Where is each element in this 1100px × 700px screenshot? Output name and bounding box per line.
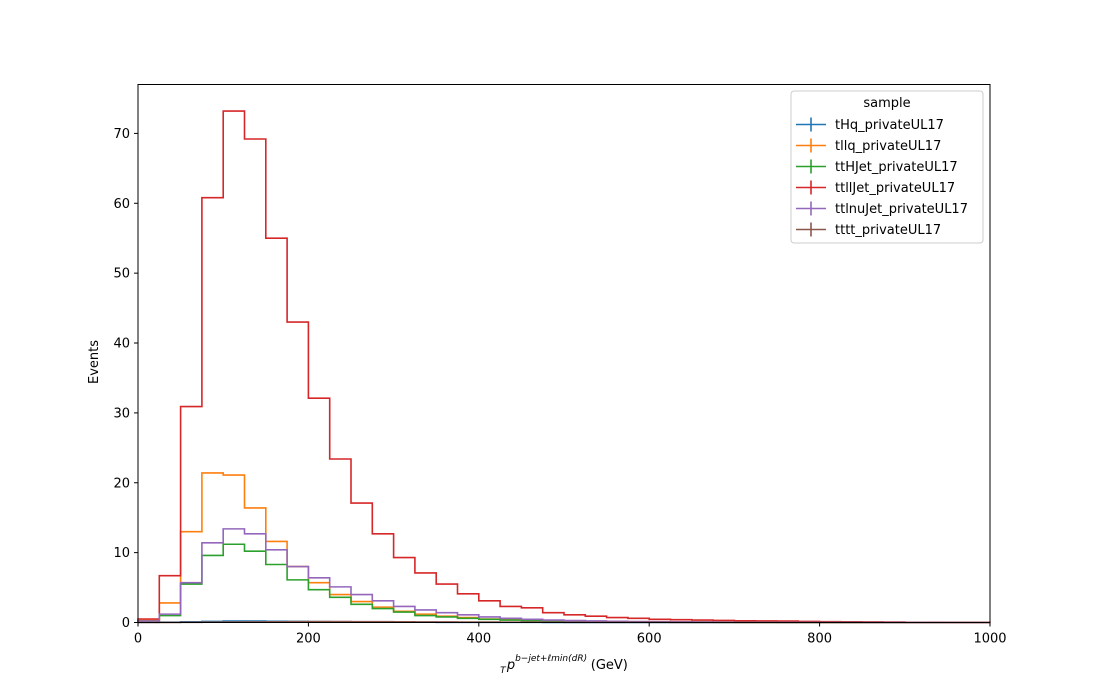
legend-label: tttt_privateUL17 bbox=[835, 223, 941, 238]
legend-label: ttHJet_privateUL17 bbox=[835, 160, 958, 175]
x-axis-label-sup: b−jet+ℓmin(dR) bbox=[515, 654, 587, 664]
y-axis-label: Events bbox=[87, 340, 102, 384]
y-tick-label: 70 bbox=[113, 127, 130, 142]
legend-label: tllq_privateUL17 bbox=[835, 139, 941, 154]
legend-label: ttlnuJet_privateUL17 bbox=[835, 202, 968, 217]
y-tick-label: 50 bbox=[113, 267, 130, 282]
x-tick-label: 0 bbox=[134, 632, 142, 647]
y-tick-label: 60 bbox=[113, 197, 130, 212]
x-axis-label-unit: (GeV) bbox=[587, 658, 628, 673]
legend-label: ttllJet_privateUL17 bbox=[835, 181, 955, 196]
legend-title: sample bbox=[863, 96, 910, 111]
y-tick-label: 10 bbox=[113, 546, 130, 561]
legend-box bbox=[790, 90, 984, 244]
x-tick-label: 600 bbox=[637, 632, 662, 647]
x-axis-label-sub: T bbox=[500, 666, 507, 676]
y-tick-label: 30 bbox=[113, 406, 130, 421]
legend: sample tHq_privateUL17 tllq_privateUL17tt… bbox=[790, 90, 984, 244]
x-tick-label: 400 bbox=[466, 632, 491, 647]
x-axis-label: pb−jet+ℓmin(dR) T (GeV) bbox=[500, 654, 628, 676]
y-axis-ticks: 0 10 20 30 40 50 60 70 bbox=[113, 127, 138, 631]
y-tick-label: 20 bbox=[113, 476, 130, 491]
x-tick-label: 800 bbox=[807, 632, 832, 647]
x-tick-label: 200 bbox=[296, 632, 321, 647]
plot-frame bbox=[137, 84, 991, 623]
y-tick-label: 0 bbox=[122, 616, 130, 631]
x-tick-label: 1000 bbox=[973, 632, 1006, 647]
x-axis-ticks: 0 200 400 600 800 1000 bbox=[134, 622, 1007, 647]
y-tick-label: 40 bbox=[113, 337, 130, 352]
legend-label: tHq_privateUL17 bbox=[835, 118, 944, 133]
x-axis-label-main: p bbox=[506, 658, 515, 673]
legend-entries: tHq_privateUL17 tllq_privateUL17 ttHJet_pr… bbox=[796, 117, 968, 238]
